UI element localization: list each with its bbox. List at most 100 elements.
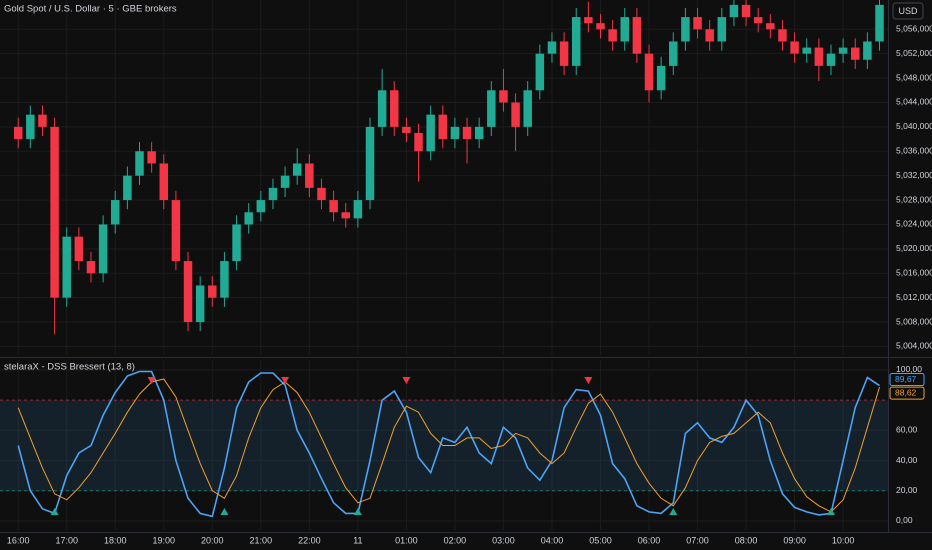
candle-body [863,41,872,60]
candle-body [838,47,848,54]
candle-body [790,41,799,54]
candle-body [159,163,169,201]
sell-signal [402,377,411,384]
buy-signal [50,508,59,515]
candle-body [135,151,144,176]
candle-body [693,17,702,30]
candle-body [474,126,484,140]
candle-body [329,200,338,213]
currency-button[interactable] [892,2,924,20]
candle-body [535,53,545,91]
candle-body [802,47,811,54]
candle-body [778,29,787,42]
candle-body [462,126,472,140]
candle-body [608,29,617,42]
last-value-label: 89,67 [895,374,917,384]
y-tick-label: 5,044,000 [896,97,932,107]
x-tick-label: 20:00 [201,535,224,545]
y-tick-label: 5,004,000 [896,341,932,351]
candle-body [232,224,241,262]
y-tick-label: 5,012,000 [896,292,932,302]
x-tick-label: 01:00 [395,535,418,545]
candle-body [256,200,266,213]
candle-body [826,53,836,66]
x-tick-label: 09:00 [783,535,806,545]
candle-body [317,187,326,201]
candle-body [717,17,727,42]
x-tick-label: 02:00 [444,535,467,545]
y-tick-label: 5,024,000 [896,219,932,229]
last-value-label: 88,62 [895,387,917,397]
candle-body [98,224,108,274]
buy-signal [669,508,678,515]
y-tick-label: 40,00 [896,455,918,465]
candle-body [62,236,71,298]
candle-body [377,90,387,127]
y-tick-label: 100,00 [896,364,922,374]
candle-body [195,285,205,323]
x-tick-label: 22:00 [298,535,321,545]
candle-body [268,187,278,201]
y-tick-label: 5,008,000 [896,316,932,326]
x-tick-label: 19:00 [153,535,176,545]
candle-body [13,126,23,140]
y-tick-label: 5,056,000 [896,24,932,34]
buy-signal [826,508,835,515]
candle-body [523,90,532,127]
candle-body [402,126,411,133]
x-tick-label: 06:00 [638,535,661,545]
y-tick-label: 5,048,000 [896,72,932,82]
x-tick-label: 11 [353,535,362,545]
candle-body [426,114,435,152]
candle-body [681,17,690,42]
sell-signal [584,377,593,384]
candle-body [38,114,47,127]
x-tick-label: 03:00 [492,535,515,545]
candle-body [365,126,375,201]
indicator-line [17,370,880,518]
last-value-badge [889,373,925,387]
x-tick-label: 17:00 [55,535,78,545]
buy-signal [353,508,362,515]
last-value-badge [889,386,925,400]
candle-body [499,90,508,103]
candle-body [123,175,132,201]
candle-body [86,261,96,274]
candle-body [26,114,35,140]
price-pane [13,0,884,335]
x-tick-label: 04:00 [541,535,564,545]
y-tick-label: 5,052,000 [896,48,932,58]
currency-label: USD [898,6,918,16]
candle-body [851,47,860,60]
x-tick-label: 07:00 [686,535,709,545]
candle-body [766,23,775,30]
y-tick-label: 0,00 [896,515,913,525]
candle-body [814,47,824,66]
candle-body [632,17,642,54]
x-tick-label: 10:00 [832,535,855,545]
candle-body [547,41,557,54]
indicator-title: stelaraX - DSS Bressert (13, 8) [4,362,135,373]
sell-signal [281,377,290,384]
candle-body [656,65,666,91]
x-tick-label: 16:00 [7,535,30,545]
candle-body [705,29,714,42]
candle-body [487,90,496,127]
candle-body [669,41,678,66]
y-tick-label: 5,040,000 [896,121,932,131]
y-tick-label: 5,028,000 [896,194,932,204]
candle-body [74,236,84,262]
candle-body [620,17,629,42]
candle-body [753,17,763,24]
candle-body [353,200,363,219]
candle-body [50,126,59,298]
indicator-line [17,378,880,513]
candle-body [280,175,290,188]
candle-body [438,114,448,140]
sell-signal [147,377,156,384]
candle-body [183,261,193,323]
candle-body [305,163,314,188]
buy-signal [220,508,229,515]
candle-body [559,41,569,66]
